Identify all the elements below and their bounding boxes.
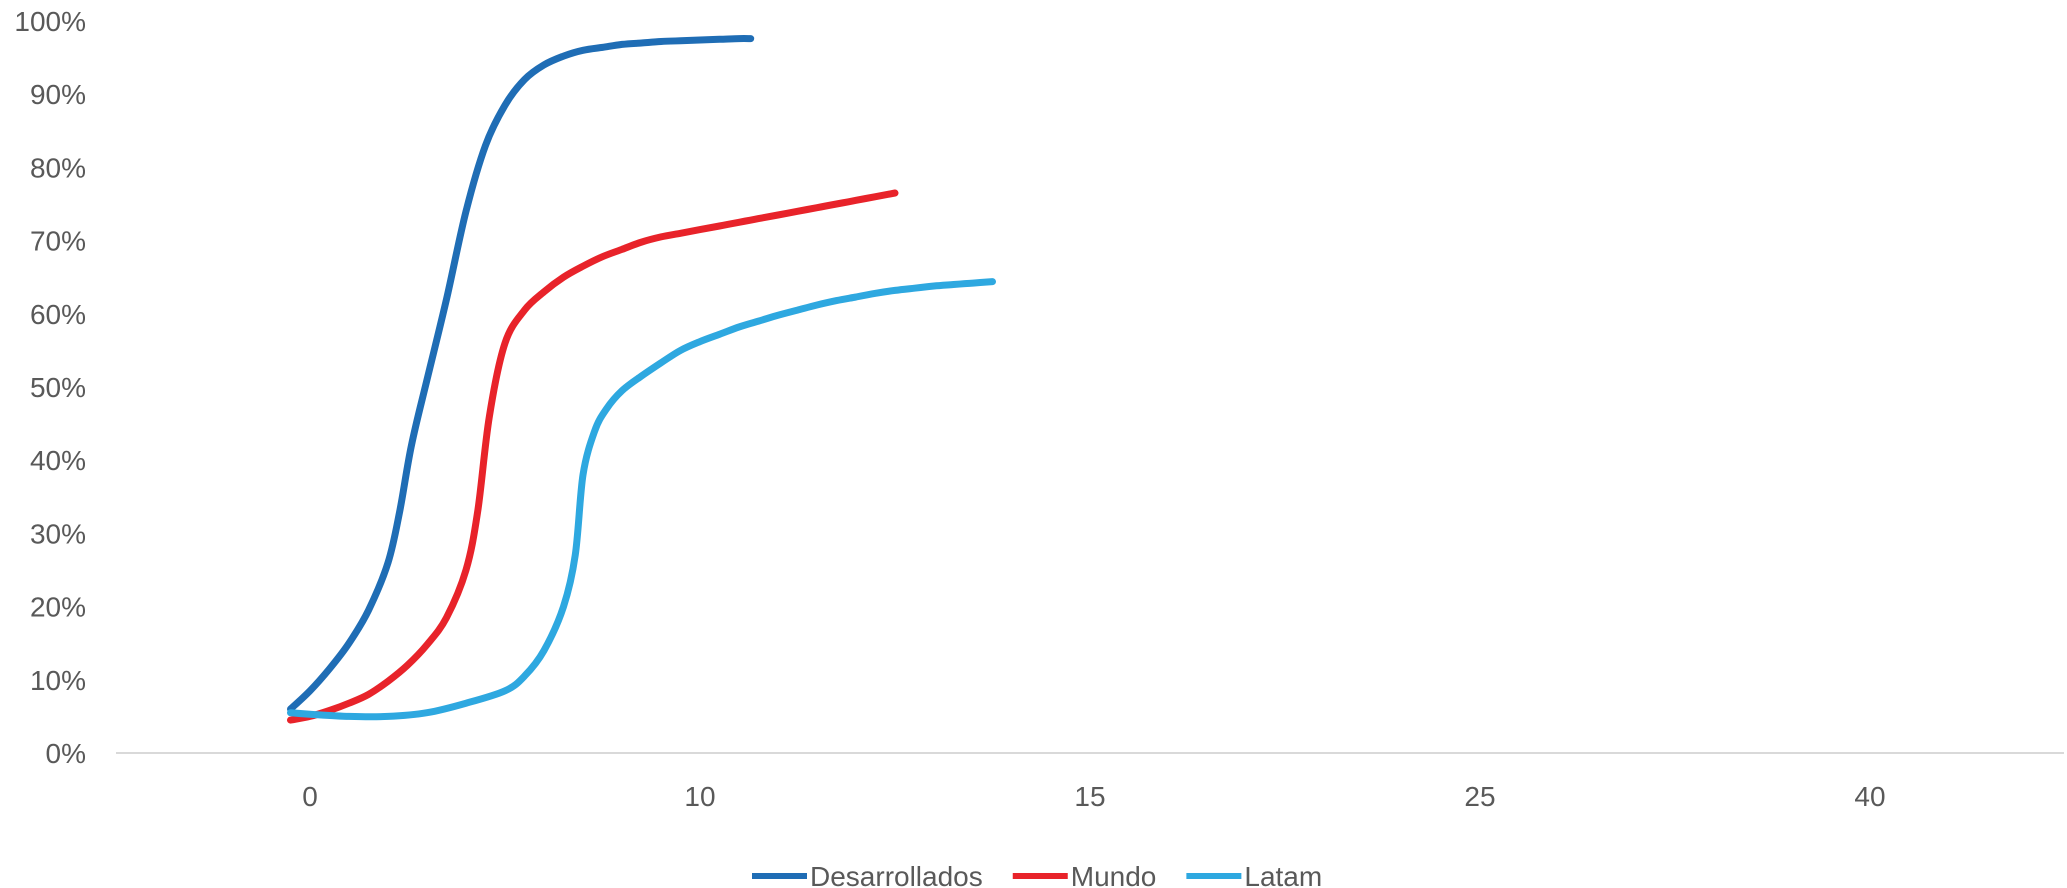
y-tick-label: 30% xyxy=(30,518,86,549)
x-tick-label: 25 xyxy=(1464,781,1495,812)
y-tick-label: 70% xyxy=(30,226,86,257)
series-lines xyxy=(287,35,996,724)
series-line-mundo xyxy=(287,189,899,724)
y-tick-label: 20% xyxy=(30,592,86,623)
legend-item-desarrollados: Desarrollados xyxy=(752,861,983,888)
x-tick-label: 15 xyxy=(1074,781,1105,812)
y-tick-label: 10% xyxy=(30,665,86,696)
y-tick-label: 100% xyxy=(14,6,86,37)
legend: Desarrollados Mundo Latam xyxy=(752,861,1322,888)
series-line-desarrollados xyxy=(287,35,755,713)
legend-item-latam: Latam xyxy=(1186,861,1322,888)
x-tick-label: 0 xyxy=(302,781,318,812)
x-axis-tick-labels: 0 10 15 25 40 xyxy=(302,781,1885,812)
x-tick-label: 40 xyxy=(1854,781,1885,812)
y-axis-tick-labels: 0% 10% 20% 30% 40% 50% 60% 70% 80% 90% 100% xyxy=(14,6,86,769)
legend-label-mundo: Mundo xyxy=(1071,861,1157,888)
series-line-latam xyxy=(287,278,996,721)
legend-item-mundo: Mundo xyxy=(1012,861,1157,888)
legend-label-desarrollados: Desarrollados xyxy=(810,861,983,888)
legend-label-latam: Latam xyxy=(1244,861,1322,888)
y-tick-label: 0% xyxy=(46,738,86,769)
y-tick-label: 50% xyxy=(30,372,86,403)
x-tick-label: 10 xyxy=(684,781,715,812)
y-tick-label: 60% xyxy=(30,299,86,330)
y-tick-label: 40% xyxy=(30,445,86,476)
y-tick-label: 90% xyxy=(30,79,86,110)
y-tick-label: 80% xyxy=(30,152,86,183)
